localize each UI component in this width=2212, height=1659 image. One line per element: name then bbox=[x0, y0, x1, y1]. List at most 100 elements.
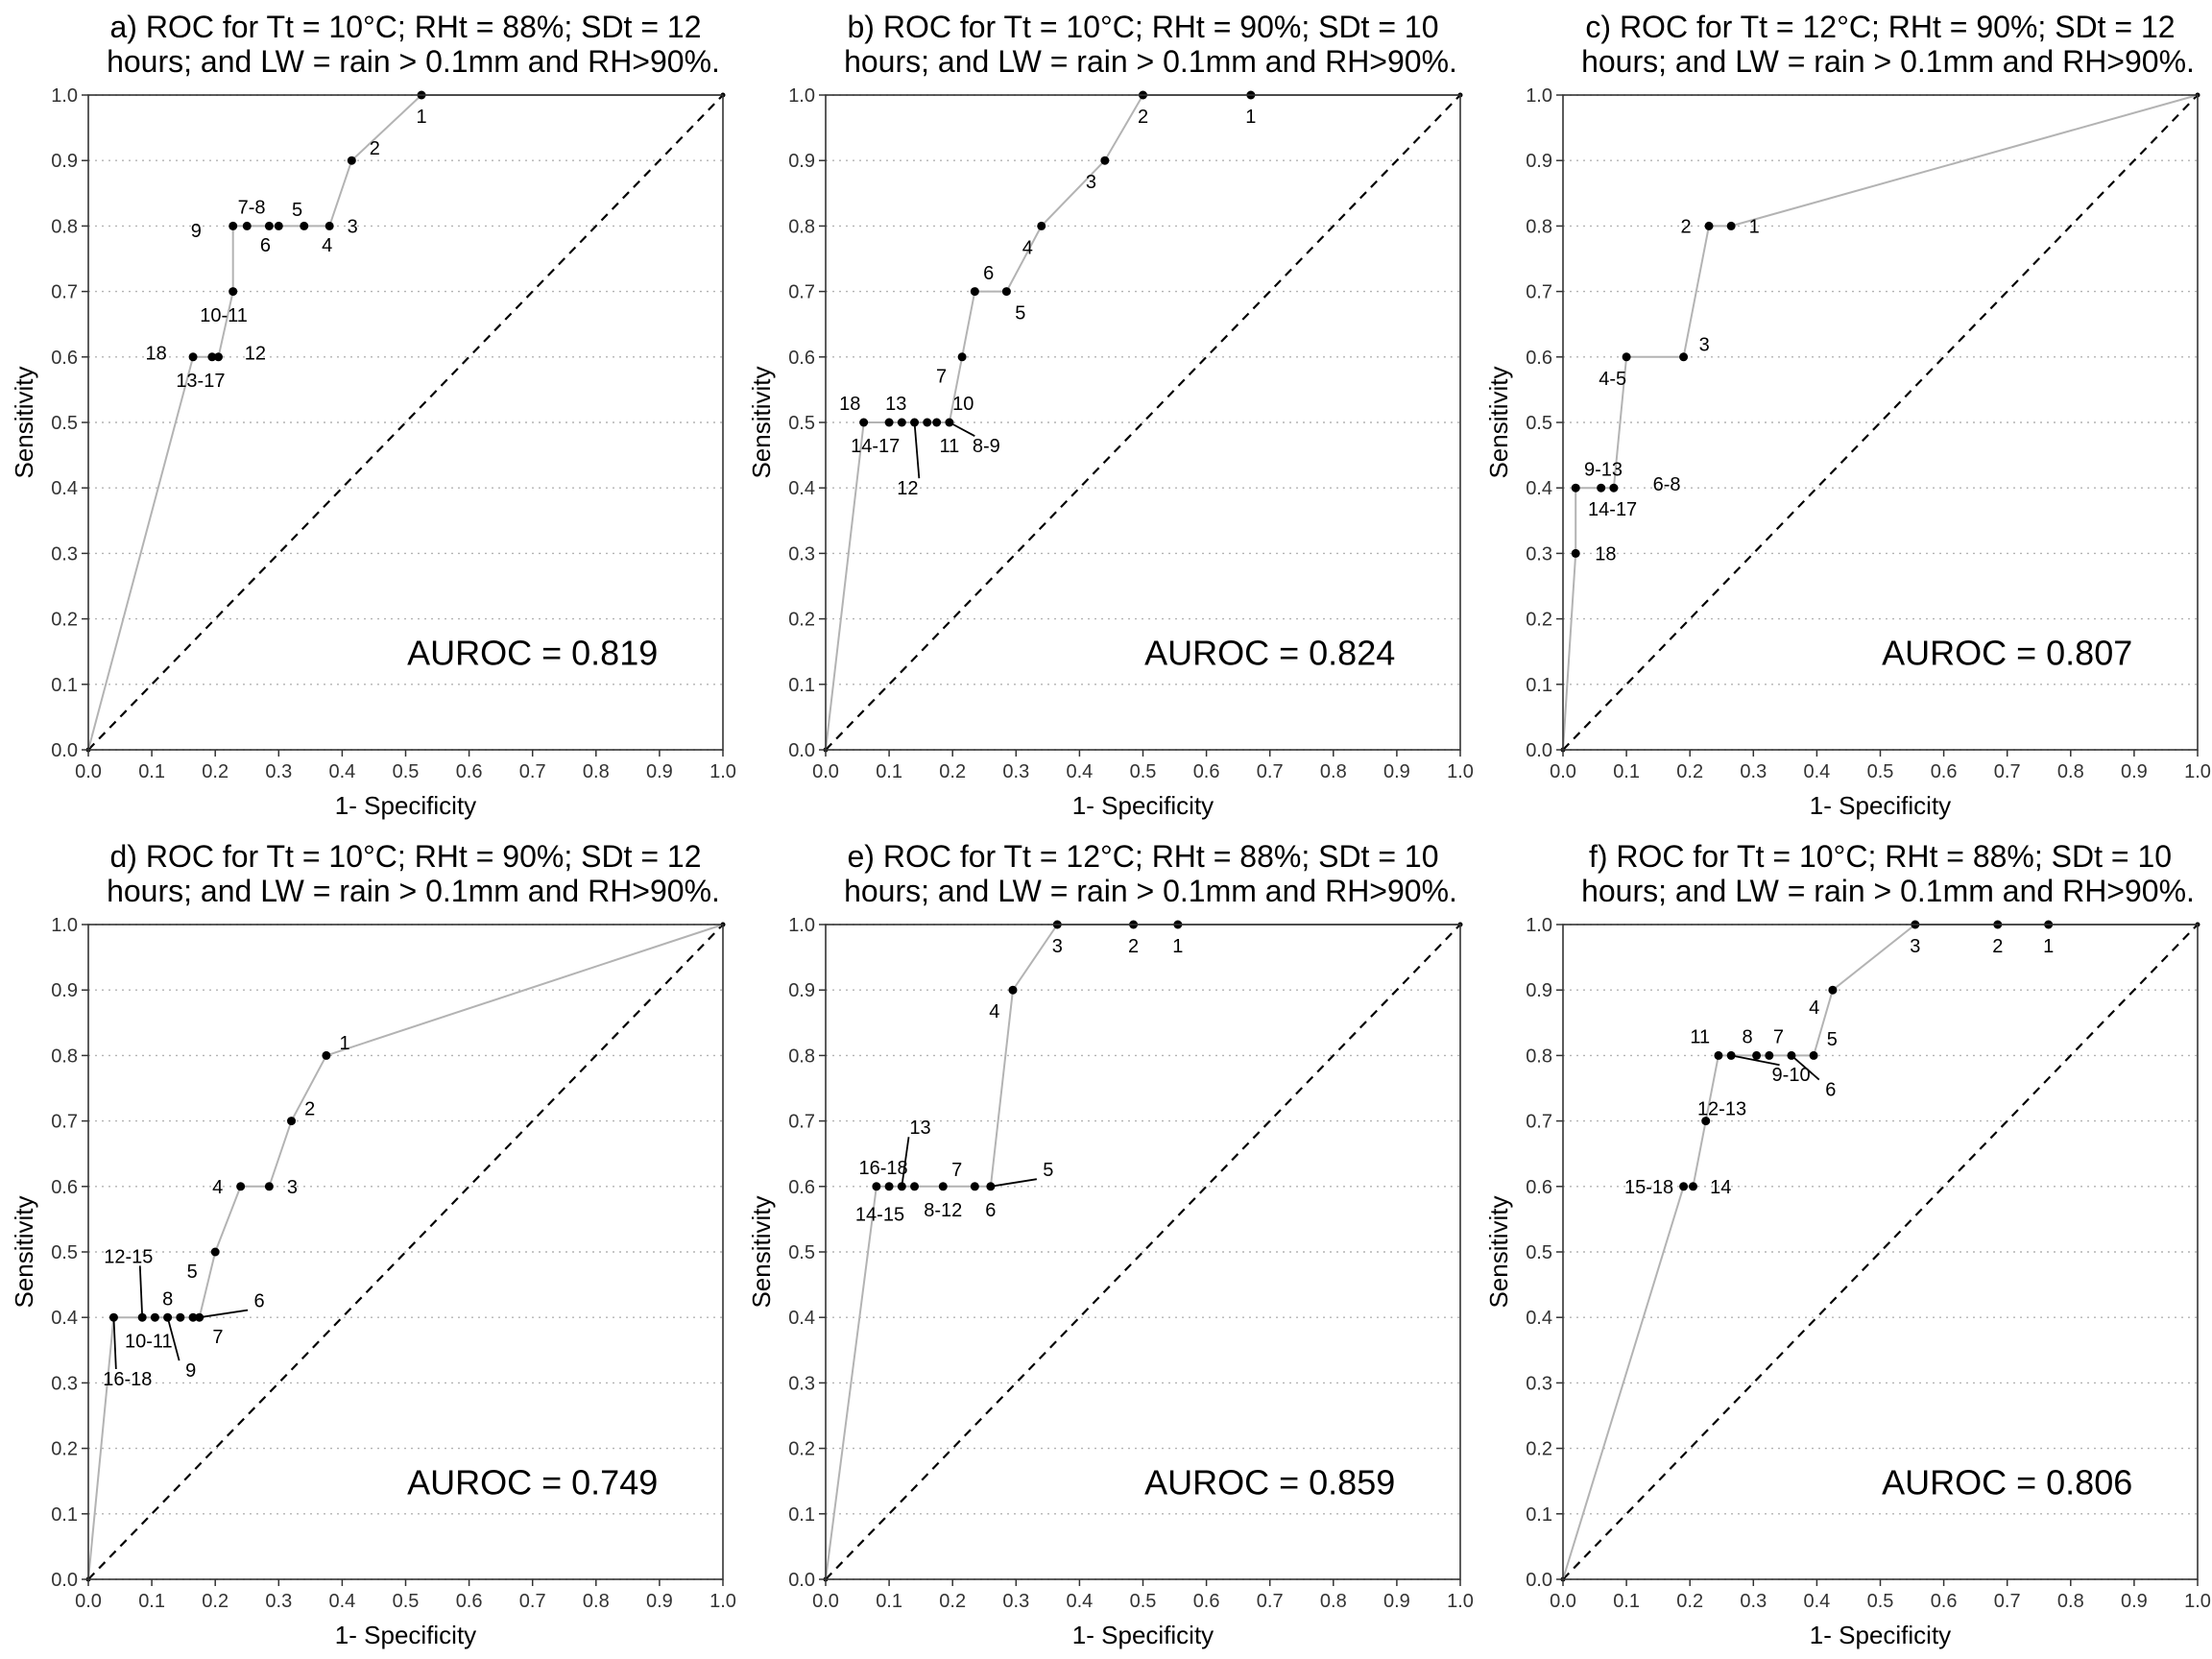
auroc-value: AUROC = 0.824 bbox=[1144, 633, 1395, 672]
x-tick-label: 0.0 bbox=[812, 761, 839, 782]
x-tick-label: 0.9 bbox=[646, 1591, 673, 1612]
threshold-label: 6-8 bbox=[1653, 474, 1681, 495]
y-tick-label: 0.2 bbox=[51, 610, 78, 631]
x-tick-label: 0.1 bbox=[138, 761, 165, 782]
threshold-label: 4 bbox=[989, 1001, 999, 1022]
label-leader-line bbox=[1730, 1054, 1780, 1067]
panel-title-line1: f) ROC for Tt = 10°C; RHt = 88%; SDt = 1… bbox=[1589, 839, 2172, 874]
x-tick-label: 0.5 bbox=[1130, 1591, 1157, 1612]
y-tick-label: 0.4 bbox=[51, 478, 78, 499]
threshold-label: 2 bbox=[304, 1098, 315, 1119]
y-tick-label: 0.3 bbox=[1526, 543, 1552, 565]
roc-point bbox=[932, 418, 942, 427]
roc-point bbox=[1001, 287, 1011, 297]
y-tick-label: 0.8 bbox=[1526, 216, 1552, 237]
x-tick-label: 0.9 bbox=[2121, 761, 2148, 782]
threshold-label: 7 bbox=[936, 367, 947, 388]
x-tick-label: 0.0 bbox=[75, 761, 102, 782]
roc-point bbox=[1752, 1050, 1762, 1060]
x-tick-label: 0.5 bbox=[1867, 1591, 1894, 1612]
y-axis-title: Sensitivity bbox=[1484, 1195, 1513, 1308]
threshold-label: 12-15 bbox=[104, 1246, 153, 1267]
roc-panel-2: b) ROC for Tt = 10°C; RHt = 90%; SDt = 1… bbox=[747, 10, 1474, 820]
y-tick-label: 0.2 bbox=[1526, 610, 1552, 631]
threshold-label: 18 bbox=[1595, 543, 1616, 565]
y-tick-label: 0.8 bbox=[1526, 1046, 1552, 1067]
y-tick-label: 0.9 bbox=[1526, 980, 1552, 1001]
threshold-label: 3 bbox=[1052, 936, 1063, 957]
y-tick-label: 0.6 bbox=[51, 1177, 78, 1198]
threshold-label: 7-8 bbox=[238, 198, 266, 219]
y-axis-title: Sensitivity bbox=[747, 366, 776, 478]
x-tick-label: 0.6 bbox=[1193, 1591, 1220, 1612]
x-tick-label: 0.2 bbox=[202, 1591, 228, 1612]
x-tick-label: 0.2 bbox=[939, 1591, 966, 1612]
label-leader-line bbox=[949, 421, 975, 437]
y-tick-label: 0.2 bbox=[51, 1439, 78, 1460]
x-axis-title: 1- Specificity bbox=[1810, 791, 1951, 820]
threshold-label: 16-18 bbox=[103, 1369, 152, 1390]
threshold-label: 10-11 bbox=[200, 305, 248, 326]
threshold-label: 3 bbox=[1910, 936, 1920, 957]
threshold-label: 13 bbox=[885, 394, 906, 415]
y-tick-label: 0.9 bbox=[788, 980, 815, 1001]
roc-point bbox=[1701, 1117, 1711, 1126]
threshold-label: 12 bbox=[897, 478, 918, 499]
x-tick-label: 0.5 bbox=[1867, 761, 1894, 782]
threshold-label: 12-13 bbox=[1697, 1098, 1746, 1119]
reference-diagonal bbox=[87, 94, 724, 751]
x-tick-label: 0.1 bbox=[138, 1591, 165, 1612]
threshold-label: 10-11 bbox=[125, 1331, 173, 1352]
roc-point bbox=[1828, 985, 1838, 995]
y-tick-label: 0.6 bbox=[51, 348, 78, 369]
x-tick-label: 0.4 bbox=[328, 1591, 355, 1612]
reference-diagonal bbox=[1562, 94, 2199, 751]
x-tick-label: 0.2 bbox=[1676, 1591, 1703, 1612]
threshold-label: 5 bbox=[1827, 1029, 1838, 1050]
y-tick-label: 0.3 bbox=[51, 1373, 78, 1394]
threshold-label: 1 bbox=[1245, 107, 1256, 128]
threshold-label: 7 bbox=[212, 1327, 223, 1348]
x-tick-label: 0.1 bbox=[876, 1591, 902, 1612]
panel-title-line1: b) ROC for Tt = 10°C; RHt = 90%; SDt = 1… bbox=[848, 10, 1439, 44]
roc-point bbox=[1571, 548, 1580, 558]
x-tick-label: 0.1 bbox=[1613, 1591, 1640, 1612]
roc-point bbox=[300, 221, 309, 230]
x-tick-label: 0.6 bbox=[456, 1591, 483, 1612]
panel-title-line2: hours; and LW = rain > 0.1mm and RH>90%. bbox=[107, 44, 720, 79]
threshold-label: 15-18 bbox=[1624, 1177, 1673, 1198]
panel-title-line1: e) ROC for Tt = 12°C; RHt = 88%; SDt = 1… bbox=[848, 839, 1439, 874]
roc-point bbox=[923, 418, 932, 427]
x-tick-label: 0.3 bbox=[1740, 1591, 1767, 1612]
x-tick-label: 0.5 bbox=[393, 761, 420, 782]
y-tick-label: 1.0 bbox=[1526, 85, 1552, 107]
roc-point bbox=[210, 1247, 220, 1257]
y-tick-label: 0.3 bbox=[788, 543, 815, 565]
y-tick-label: 0.5 bbox=[788, 413, 815, 434]
threshold-label: 13 bbox=[909, 1118, 930, 1139]
roc-point bbox=[957, 352, 967, 362]
x-tick-label: 1.0 bbox=[2184, 1591, 2211, 1612]
x-tick-label: 0.4 bbox=[1066, 761, 1093, 782]
y-tick-label: 0.7 bbox=[51, 1112, 78, 1133]
y-tick-label: 0.6 bbox=[1526, 1177, 1552, 1198]
x-tick-label: 0.9 bbox=[2121, 1591, 2148, 1612]
x-tick-label: 0.2 bbox=[1676, 761, 1703, 782]
y-tick-label: 0.5 bbox=[51, 413, 78, 434]
threshold-label: 14-17 bbox=[851, 436, 900, 457]
y-tick-label: 0.5 bbox=[788, 1242, 815, 1263]
threshold-label: 9-10 bbox=[1772, 1065, 1811, 1086]
x-tick-label: 0.7 bbox=[1257, 1591, 1284, 1612]
roc-point bbox=[150, 1312, 159, 1322]
x-tick-label: 0.3 bbox=[1002, 1591, 1029, 1612]
roc-point bbox=[859, 418, 869, 427]
y-tick-label: 0.4 bbox=[51, 1308, 78, 1329]
x-tick-label: 0.3 bbox=[265, 1591, 292, 1612]
x-axis-title: 1- Specificity bbox=[1072, 791, 1214, 820]
roc-panel-5: e) ROC for Tt = 12°C; RHt = 88%; SDt = 1… bbox=[747, 839, 1474, 1649]
roc-point bbox=[1809, 1050, 1818, 1060]
threshold-label: 9 bbox=[185, 1360, 196, 1382]
threshold-label: 16-18 bbox=[859, 1158, 908, 1179]
roc-point bbox=[325, 221, 334, 230]
